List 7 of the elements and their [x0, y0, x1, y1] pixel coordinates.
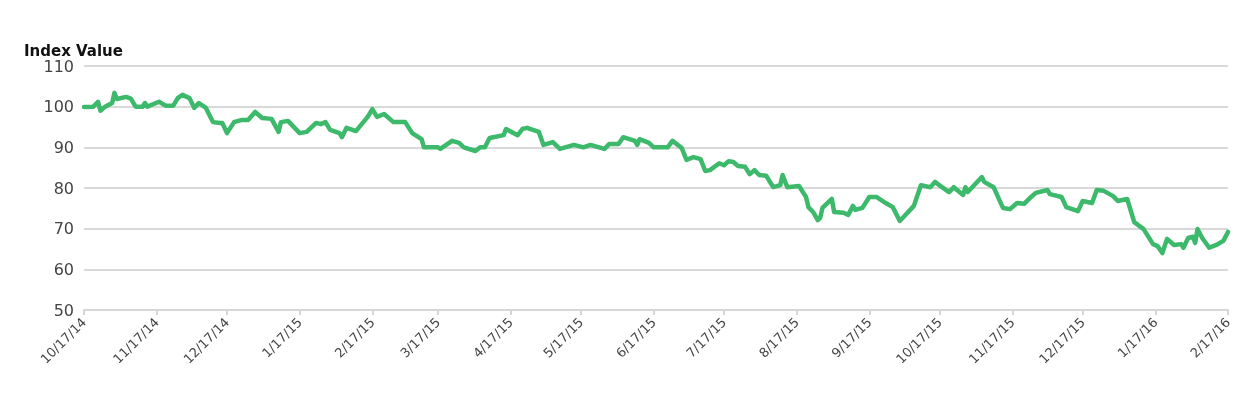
y-tick-label: 80	[53, 178, 74, 198]
y-tick-label: 90	[53, 137, 74, 157]
y-tick-label: 60	[53, 259, 74, 279]
y-tick-label: 100	[43, 97, 74, 117]
line-series	[81, 90, 1231, 256]
y-tick-label: 70	[53, 219, 74, 239]
y-tick-label: 50	[53, 300, 74, 320]
